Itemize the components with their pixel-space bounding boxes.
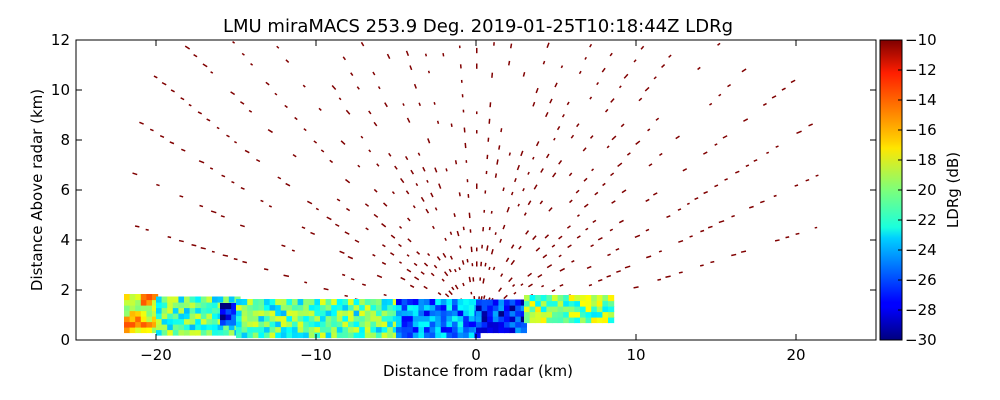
ldr-region-0 xyxy=(124,294,159,334)
x-tick-label: 0 xyxy=(471,346,481,364)
sparse-returns xyxy=(132,41,819,304)
colorbar-tick-label: −10 xyxy=(905,31,937,49)
plot-frame xyxy=(75,39,877,341)
y-tick-label: 8 xyxy=(60,131,70,149)
y-tick-label: 6 xyxy=(60,181,70,199)
ldr-region-4 xyxy=(396,299,481,339)
chart-title: LMU miraMACS 253.9 Deg. 2019-01-25T10:18… xyxy=(223,16,733,37)
colorbar-tick-label: −26 xyxy=(905,271,937,289)
colorbar-label: LDRg (dB) xyxy=(944,152,962,228)
ldr-region-2 xyxy=(220,303,238,326)
colorbar-tick-label: −28 xyxy=(905,301,937,319)
colorbar-tick-label: −30 xyxy=(905,331,937,349)
colorbar-tick-label: −22 xyxy=(905,211,937,229)
y-tick-label: 12 xyxy=(51,31,70,49)
x-tick-label: 20 xyxy=(786,346,805,364)
x-tick-label: −10 xyxy=(300,346,332,364)
x-tick-label: −20 xyxy=(140,346,172,364)
colorbar-tick-label: −12 xyxy=(905,61,937,79)
ldr-region-6 xyxy=(524,295,615,324)
y-tick-label: 10 xyxy=(51,81,70,99)
axis-ticks: −20 −10 0 10 20 0 2 4 6 8 10 12 xyxy=(51,31,876,364)
x-tick-label: 10 xyxy=(626,346,645,364)
radar-data-layer xyxy=(124,41,819,339)
y-tick-label: 2 xyxy=(60,281,70,299)
colorbar-tick-label: −14 xyxy=(905,91,937,109)
y-tick-label: 0 xyxy=(60,331,70,349)
colorbar-tick-label: −16 xyxy=(905,121,937,139)
y-tick-label: 4 xyxy=(60,231,70,249)
colorbar-tick-label: −18 xyxy=(905,151,937,169)
x-axis-label: Distance from radar (km) xyxy=(383,362,573,380)
ldr-region-3 xyxy=(236,299,399,339)
ldr-region-5 xyxy=(476,299,527,334)
colorbar-tick-label: −20 xyxy=(905,181,937,199)
colorbar-ticks: −10 −12 −14 −16 −18 −20 −22 −24 −26 −28 −30 xyxy=(898,31,937,349)
colorbar-tick-label: −24 xyxy=(905,241,937,259)
y-axis-label: Distance Above radar (km) xyxy=(28,89,46,291)
